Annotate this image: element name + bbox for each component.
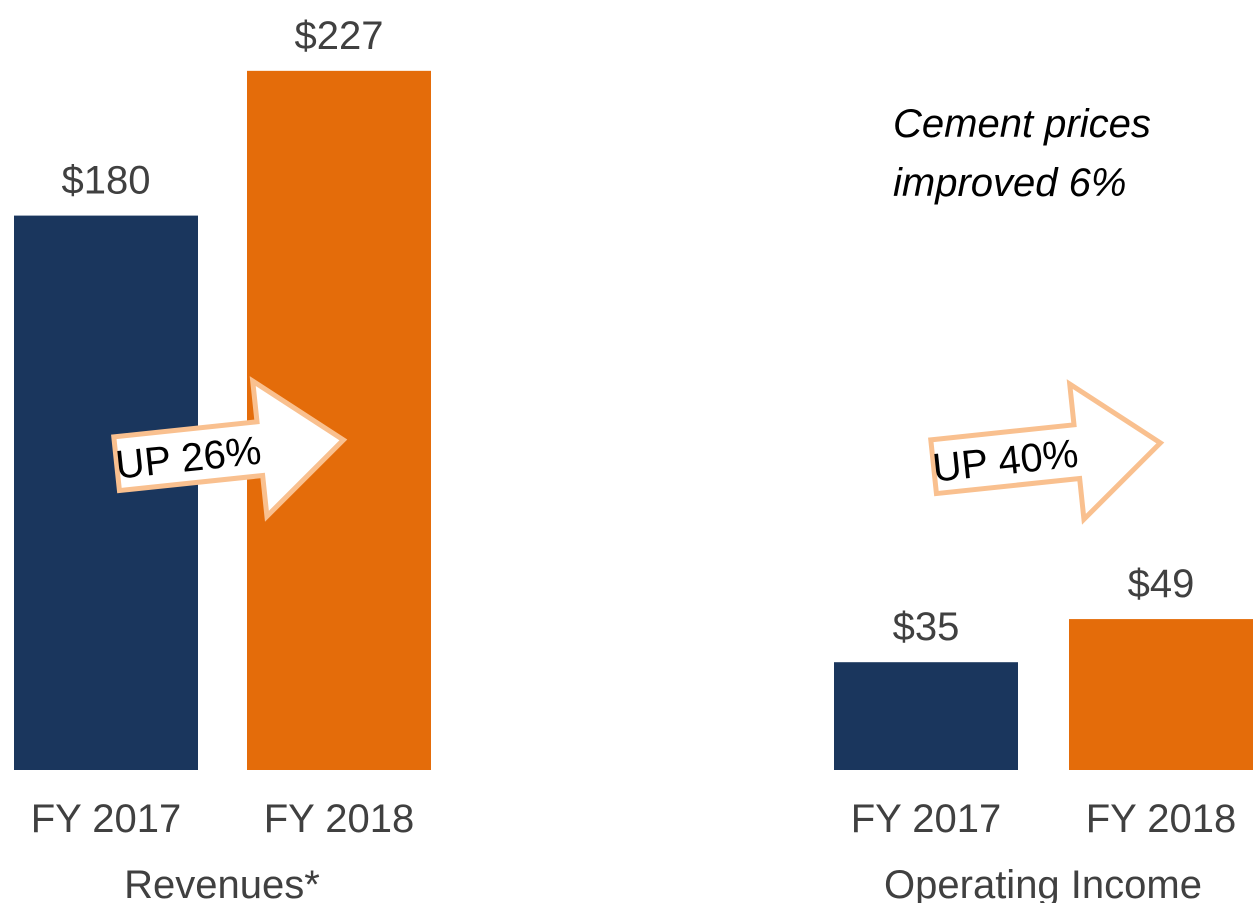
- note: Cement prices: [893, 102, 1151, 146]
- value-label: $49: [1128, 562, 1195, 606]
- bar: [1069, 619, 1253, 770]
- note: improved 6%: [893, 161, 1126, 205]
- x-tick-label: FY 2017: [851, 797, 1002, 841]
- value-label: $180: [62, 159, 151, 203]
- x-tick-label: FY 2018: [264, 797, 415, 841]
- bar: [14, 215, 198, 771]
- arrow-shape: [111, 376, 348, 522]
- x-axis-label: Operating Income: [884, 863, 1202, 903]
- x-axis-label: Revenues*: [124, 863, 320, 903]
- value-label: $227: [295, 14, 384, 58]
- x-tick-label: FY 2017: [31, 797, 182, 841]
- growth-arrow: UP 26%: [111, 376, 348, 522]
- value-label: $35: [893, 605, 960, 649]
- growth-arrow: UP 40%: [928, 379, 1165, 525]
- x-tick-label: FY 2018: [1086, 797, 1237, 841]
- bar: [834, 662, 1018, 770]
- arrow-shape: [928, 379, 1165, 525]
